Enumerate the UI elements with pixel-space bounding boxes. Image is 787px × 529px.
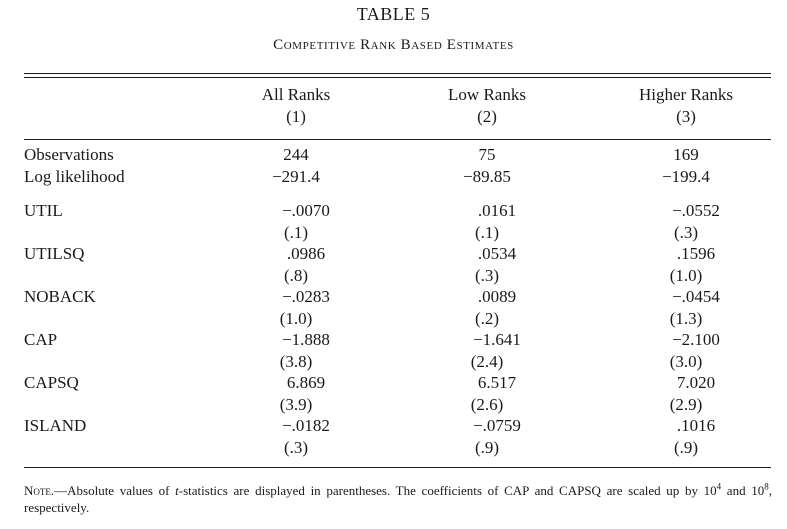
variable-label: CAP [24, 330, 58, 349]
tstat-cell: (1.0) [279, 309, 313, 328]
coefficient-cell: −.0759 [473, 416, 521, 435]
tstat-cell: (.9) [474, 438, 500, 457]
variable-label: UTIL [24, 201, 63, 220]
summary-cell: −89.85 [463, 167, 511, 186]
column-header-name: Low Ranks [448, 85, 526, 104]
tstat-cell: (.1) [283, 223, 309, 242]
variable-label: CAPSQ [24, 373, 79, 392]
variable-label: UTILSQ [24, 244, 85, 263]
tstat-cell: (.3) [673, 223, 699, 242]
tstat-cell: (3.9) [279, 395, 313, 414]
tstat-cell: (.1) [474, 223, 500, 242]
top-rule-1 [24, 73, 771, 74]
coefficient-cell: .1016 [676, 416, 716, 435]
coefficient-cell: −.0454 [672, 287, 720, 306]
summary-row-label: Log likelihood [24, 167, 125, 186]
coefficient-cell: .1596 [676, 244, 716, 263]
note-text-d: , respectively. [24, 483, 772, 515]
column-header-name: All Ranks [261, 85, 331, 104]
coefficient-cell: −.0070 [282, 201, 330, 220]
note-exponent-2: 8 [764, 481, 769, 492]
note-text-a: Absolute values of [67, 483, 176, 498]
summary-row-label: Observations [24, 145, 114, 164]
table-subtitle: Competitive Rank Based Estimates [273, 37, 514, 53]
tstat-cell: (3.8) [279, 352, 313, 371]
tstat-cell: (1.3) [669, 309, 703, 328]
coefficient-cell: −1.888 [282, 330, 330, 349]
tstat-cell: (.3) [283, 438, 309, 457]
coefficient-cell: −2.100 [672, 330, 720, 349]
table-note: Note.—Absolute values of t-statistics ar… [24, 482, 772, 516]
note-text-b: -statistics are displayed in parentheses… [178, 483, 717, 498]
coefficient-cell: −.0283 [282, 287, 330, 306]
note-text-c: and 10 [721, 483, 765, 498]
coefficient-cell: .0089 [477, 287, 517, 306]
coefficient-cell: .0534 [477, 244, 517, 263]
note-lead: Note. [24, 483, 55, 498]
column-header-name: Higher Ranks [639, 85, 733, 104]
top-rule-2 [24, 77, 771, 78]
tstat-cell: (2.9) [669, 395, 703, 414]
coefficient-cell: 6.869 [286, 373, 326, 392]
coefficient-cell: .0986 [286, 244, 326, 263]
coefficient-cell: 6.517 [477, 373, 517, 392]
tstat-cell: (3.0) [669, 352, 703, 371]
note-t-italic: t [175, 483, 179, 498]
summary-cell: 244 [283, 145, 309, 164]
tstat-cell: (.3) [474, 266, 500, 285]
tstat-cell: (1.0) [669, 266, 703, 285]
coefficient-cell: −.0182 [282, 416, 330, 435]
header-rule [24, 139, 771, 140]
note-exponent-1: 4 [716, 481, 722, 492]
column-header-number: (2) [477, 107, 497, 126]
variable-label: ISLAND [24, 416, 87, 435]
summary-cell: 75 [478, 145, 496, 164]
summary-cell: 169 [673, 145, 699, 164]
coefficient-cell: 7.020 [676, 373, 716, 392]
variable-label: NOBACK [24, 287, 96, 306]
summary-cell: −199.4 [662, 167, 710, 186]
table-title: TABLE 5 [356, 4, 431, 24]
note-dash: — [54, 483, 68, 498]
tstat-cell: (.2) [474, 309, 500, 328]
coefficient-cell: −1.641 [473, 330, 521, 349]
tstat-cell: (2.6) [470, 395, 504, 414]
column-header-number: (3) [676, 107, 696, 126]
summary-cell: −291.4 [272, 167, 320, 186]
column-header-number: (1) [286, 107, 306, 126]
bottom-rule [24, 467, 771, 468]
tstat-cell: (.9) [673, 438, 699, 457]
tstat-cell: (.8) [283, 266, 309, 285]
coefficient-cell: −.0552 [672, 201, 720, 220]
coefficient-cell: .0161 [477, 201, 517, 220]
tstat-cell: (2.4) [470, 352, 504, 371]
